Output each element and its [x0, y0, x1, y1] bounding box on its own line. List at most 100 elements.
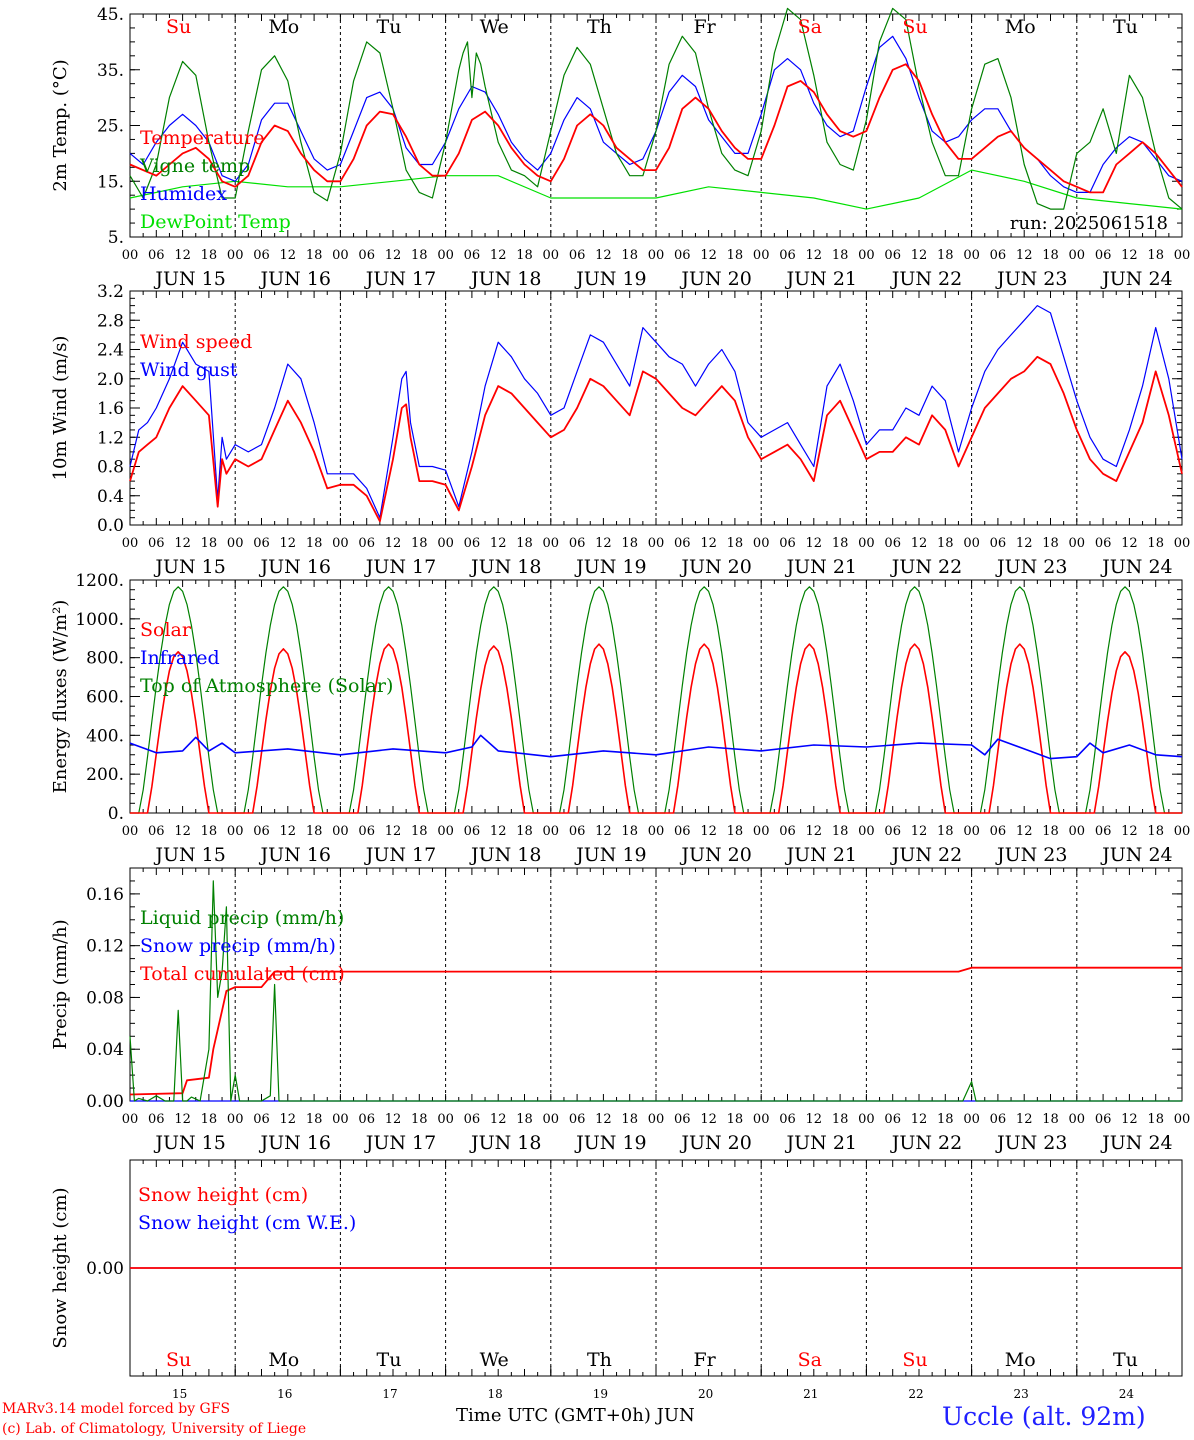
hour-tick-label: 12	[911, 248, 928, 263]
y-tick-label: 2.0	[97, 370, 124, 390]
day-date-label: JUN 19	[574, 1132, 646, 1154]
day-abbr-label: We	[480, 16, 509, 38]
panel-5: 0.00 Snow height (cm) Snow height (cm) Snow…	[50, 1159, 1183, 1401]
hour-tick-label: 00	[122, 824, 139, 839]
hour-tick-label: 00	[1174, 536, 1191, 551]
hour-tick-label: 00	[753, 1112, 770, 1127]
y-tick-label: 15.	[97, 172, 124, 192]
panel-3: 0. 200. 400. 600. 800. 1000. 1200.Energy fluxe…	[50, 571, 1190, 866]
hour-tick-label: 06	[779, 824, 796, 839]
hour-tick-label: 00	[1174, 248, 1191, 263]
hour-tick-label: 06	[884, 248, 901, 263]
day-number-label: 20	[698, 1387, 713, 1401]
y-tick-label: 600.	[86, 688, 124, 708]
x-axis-month: JUN	[656, 1405, 695, 1426]
legend-entry: Humidex	[140, 183, 227, 205]
hour-tick-label: 12	[1016, 536, 1033, 551]
day-date-label: JUN 18	[469, 844, 541, 866]
hour-tick-label: 00	[753, 824, 770, 839]
hour-tick-label: 06	[358, 1112, 375, 1127]
hour-tick-label: 00	[1069, 536, 1086, 551]
hour-tick-label: 00	[227, 1112, 244, 1127]
hour-tick-label: 18	[727, 536, 744, 551]
legend-entry: DewPoint Temp	[140, 211, 291, 233]
hour-tick-label: 06	[884, 1112, 901, 1127]
hour-tick-label: 18	[727, 824, 744, 839]
hour-tick-label: 18	[727, 1112, 744, 1127]
x-axis-title: Time UTC (GMT+0h)	[456, 1405, 651, 1426]
hour-tick-label: 18	[832, 536, 849, 551]
hour-tick-label: 18	[201, 824, 218, 839]
hour-tick-label: 12	[385, 824, 402, 839]
hour-tick-label: 18	[832, 1112, 849, 1127]
hour-tick-label: 06	[990, 248, 1007, 263]
hour-tick-label: 12	[174, 536, 191, 551]
hour-tick-label: 18	[621, 1112, 638, 1127]
day-number-label: 23	[1014, 1387, 1029, 1401]
hour-tick-label: 12	[806, 536, 823, 551]
hour-tick-label: 00	[858, 248, 875, 263]
hour-tick-label: 00	[437, 1112, 454, 1127]
day-number-label: 19	[593, 1387, 608, 1401]
day-date-label: JUN 24	[1100, 844, 1172, 866]
x-axis-label: Time UTC (GMT+0h) JUN	[456, 1405, 695, 1426]
hour-tick-label: 06	[1095, 536, 1112, 551]
hour-tick-label: 00	[543, 1112, 560, 1127]
day-date-label: JUN 19	[574, 268, 646, 290]
day-date-label: JUN 21	[785, 844, 857, 866]
hour-tick-label: 12	[385, 248, 402, 263]
hour-tick-label: 18	[201, 536, 218, 551]
hour-tick-label: 12	[385, 536, 402, 551]
y-tick-label: 0.8	[97, 458, 124, 478]
series-dewpoint-temp	[129, 169, 1183, 210]
panel-1: 5. 15. 25. 35. 45. 2m Temp. (°C) 00 06 12 18 JUN 1…	[50, 5, 1190, 290]
day-abbr-label: Sa	[798, 1349, 822, 1371]
y-axis-label: 10m Wind (m/s)	[50, 336, 71, 481]
hour-tick-label: 12	[1121, 248, 1138, 263]
hour-tick-label: 12	[490, 824, 507, 839]
hour-tick-label: 06	[779, 536, 796, 551]
hour-tick-label: 18	[411, 248, 428, 263]
hour-tick-label: 06	[464, 1112, 481, 1127]
hour-tick-label: 18	[1042, 536, 1059, 551]
day-abbr-label: Th	[587, 1349, 612, 1371]
day-abbr-label: Tu	[1113, 16, 1138, 38]
hour-tick-label: 12	[280, 536, 297, 551]
hour-tick-label: 12	[806, 248, 823, 263]
hour-tick-label: 00	[332, 1112, 349, 1127]
y-tick-label: 0.00	[86, 1259, 124, 1279]
hour-tick-label: 18	[201, 1112, 218, 1127]
hour-tick-label: 18	[1042, 248, 1059, 263]
day-date-label: JUN 22	[890, 844, 962, 866]
hour-tick-label: 00	[543, 824, 560, 839]
series-total-cumulated-cm-	[129, 966, 1182, 1096]
legend-entry: Wind speed	[140, 331, 252, 353]
y-tick-label: 0.00	[86, 1092, 124, 1112]
model-credit: MARv3.14 model forced by GFS	[2, 1401, 231, 1417]
hour-tick-label: 18	[621, 536, 638, 551]
day-date-label: JUN 18	[469, 556, 541, 578]
day-date-label: JUN 17	[364, 1132, 436, 1154]
hour-tick-label: 12	[280, 1112, 297, 1127]
hour-tick-label: 12	[174, 824, 191, 839]
day-abbr-label: Su	[902, 1349, 927, 1371]
hour-tick-label: 12	[595, 1112, 612, 1127]
legend-entry: Vigne temp	[139, 155, 250, 177]
day-number-label: 18	[488, 1387, 503, 1401]
hour-tick-label: 00	[332, 536, 349, 551]
hour-tick-label: 06	[148, 1112, 165, 1127]
hour-tick-label: 06	[884, 824, 901, 839]
hour-tick-label: 18	[306, 536, 323, 551]
hour-tick-label: 00	[1174, 824, 1191, 839]
day-number-label: 24	[1119, 1387, 1135, 1401]
y-tick-label: 400.	[86, 726, 124, 746]
y-tick-label: 0.08	[86, 988, 124, 1008]
day-date-label: JUN 22	[890, 556, 962, 578]
hour-tick-label: 06	[148, 536, 165, 551]
day-date-label: JUN 20	[679, 1132, 751, 1154]
hour-tick-label: 06	[148, 248, 165, 263]
hour-tick-label: 18	[937, 824, 954, 839]
hour-tick-label: 12	[1016, 248, 1033, 263]
y-tick-label: 1.6	[97, 399, 124, 419]
y-axis-label: Energy fluxes (W/m²)	[50, 600, 71, 794]
